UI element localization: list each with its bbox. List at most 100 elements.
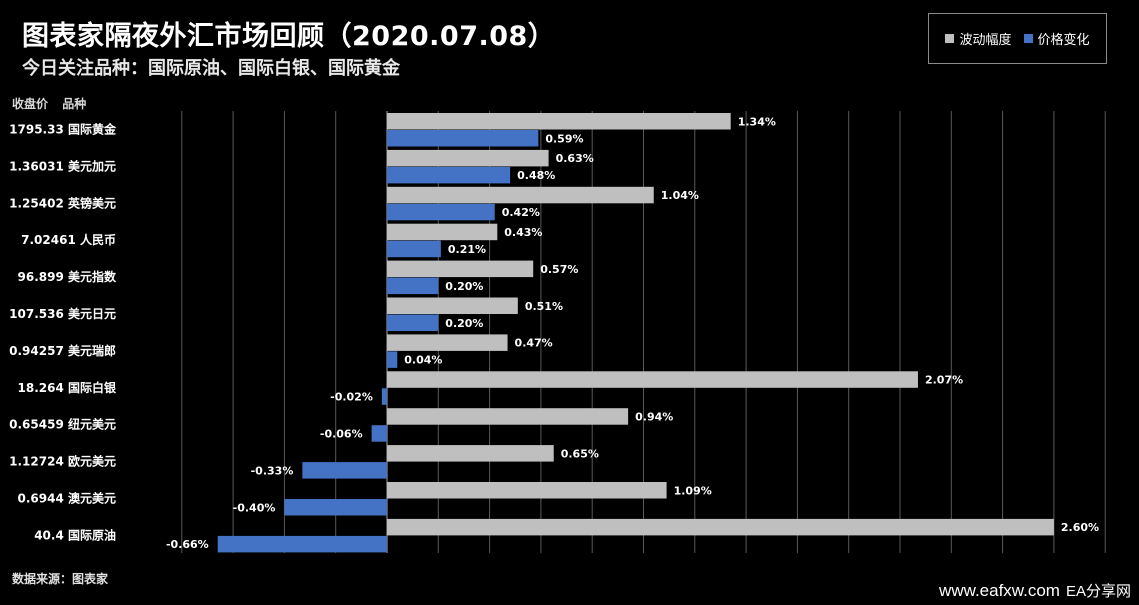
data-label-volatility: 0.94% bbox=[635, 410, 673, 423]
bar-change bbox=[387, 130, 539, 147]
bar-volatility bbox=[387, 408, 629, 425]
data-label-change: 0.42% bbox=[502, 206, 540, 219]
data-label-change: -0.33% bbox=[251, 464, 294, 477]
watermark-brand: EA分享网 bbox=[1065, 583, 1131, 600]
instrument-name: 纽元美元 bbox=[68, 417, 116, 432]
bar-change bbox=[387, 166, 511, 184]
data-label-volatility: 2.60% bbox=[1061, 521, 1099, 534]
bar-change bbox=[284, 499, 387, 516]
close-price: 107.536 bbox=[9, 307, 68, 321]
bar-volatility bbox=[387, 297, 518, 314]
data-label-change: 0.59% bbox=[545, 132, 583, 145]
category-label: 107.536 美元日元 bbox=[9, 306, 116, 321]
bar-volatility bbox=[387, 445, 554, 462]
data-label-volatility: 0.65% bbox=[561, 447, 599, 460]
close-price: 1.12724 bbox=[9, 455, 68, 469]
instrument-name: 澳元美元 bbox=[68, 491, 116, 506]
data-label-volatility: 1.34% bbox=[738, 115, 776, 128]
instrument-name: 美元瑞郎 bbox=[68, 343, 116, 358]
category-label: 7.02461 人民币 bbox=[21, 232, 116, 247]
bar-change bbox=[387, 203, 495, 221]
close-price: 18.264 bbox=[18, 381, 68, 395]
data-label-change: -0.40% bbox=[233, 501, 276, 514]
bar-volatility bbox=[387, 186, 654, 204]
category-label: 1795.33 国际黄金 bbox=[9, 122, 117, 137]
data-source: 数据来源：图表家 bbox=[12, 572, 109, 586]
instrument-name: 美元日元 bbox=[68, 306, 116, 321]
bar-change bbox=[387, 240, 441, 258]
data-label-volatility: 2.07% bbox=[925, 374, 963, 387]
bar-volatility bbox=[387, 260, 534, 278]
data-label-volatility: 0.47% bbox=[515, 337, 553, 350]
bar-change bbox=[387, 314, 439, 331]
close-price: 1.25402 bbox=[9, 196, 68, 210]
instrument-name: 英镑美元 bbox=[68, 195, 116, 210]
instrument-name: 欧元美元 bbox=[68, 454, 116, 469]
instrument-name: 国际白银 bbox=[68, 380, 117, 395]
data-label-change: 0.48% bbox=[517, 169, 555, 182]
legend-item-volatility: 波动幅度 bbox=[945, 29, 1012, 48]
close-price: 40.4 bbox=[34, 528, 68, 542]
page-title: 图表家隔夜外汇市场回顾（2020.07.08） bbox=[22, 21, 556, 52]
category-label: 0.6944 澳元美元 bbox=[18, 491, 117, 506]
legend: 波动幅度 价格变化 bbox=[928, 13, 1107, 64]
close-price: 1795.33 bbox=[9, 123, 68, 137]
data-label-change: -0.06% bbox=[320, 427, 363, 440]
bar-volatility bbox=[387, 223, 498, 241]
category-label: 40.4 国际原油 bbox=[34, 527, 116, 542]
instrument-name: 国际原油 bbox=[68, 527, 116, 542]
instrument-name: 人民币 bbox=[80, 232, 116, 247]
bar-volatility bbox=[387, 334, 508, 351]
bar-volatility bbox=[387, 518, 1054, 536]
category-label: 1.12724 欧元美元 bbox=[9, 454, 116, 469]
column-header-close: 收盘价 bbox=[12, 97, 49, 111]
bar-change bbox=[387, 351, 398, 368]
data-label-volatility: 0.43% bbox=[504, 226, 542, 239]
legend-item-change: 价格变化 bbox=[1023, 29, 1090, 48]
bar-change bbox=[387, 277, 439, 295]
legend-label-change: 价格变化 bbox=[1037, 33, 1090, 48]
legend-swatch-volatility bbox=[945, 34, 955, 43]
data-label-volatility: 1.09% bbox=[674, 484, 712, 497]
category-label: 0.94257 美元瑞郎 bbox=[9, 343, 116, 358]
data-label-volatility: 0.51% bbox=[525, 300, 563, 313]
data-label-volatility: 0.57% bbox=[540, 263, 578, 276]
bar-volatility bbox=[387, 149, 549, 167]
bar-change bbox=[302, 462, 387, 479]
instrument-name: 美元加元 bbox=[68, 158, 116, 173]
category-label: 0.65459 纽元美元 bbox=[9, 417, 116, 432]
category-label: 1.25402 英镑美元 bbox=[9, 195, 116, 210]
close-price: 0.6944 bbox=[18, 492, 68, 506]
data-label-change: 0.20% bbox=[445, 317, 483, 330]
instrument-name: 美元指数 bbox=[68, 269, 117, 284]
column-header: 收盘价 品种 bbox=[12, 95, 96, 112]
data-label-volatility: 1.04% bbox=[661, 189, 699, 202]
data-label-change: -0.02% bbox=[330, 391, 373, 404]
category-label: 18.264 国际白银 bbox=[18, 380, 117, 395]
data-label-volatility: 0.63% bbox=[556, 152, 594, 165]
instrument-name: 国际黄金 bbox=[68, 122, 117, 137]
data-label-change: 0.21% bbox=[448, 243, 486, 256]
close-price: 0.65459 bbox=[9, 418, 68, 432]
column-header-name: 品种 bbox=[62, 97, 87, 111]
data-label-change: 0.20% bbox=[445, 280, 483, 293]
close-price: 7.02461 bbox=[21, 233, 80, 247]
bar-volatility bbox=[387, 113, 731, 130]
data-label-change: -0.66% bbox=[166, 538, 209, 551]
bar-volatility bbox=[387, 371, 918, 388]
category-label: 1.36031 美元加元 bbox=[9, 158, 116, 173]
watermark: www.eafxw.com EA分享网 bbox=[939, 580, 1131, 601]
close-price: 96.899 bbox=[18, 270, 68, 284]
page-subtitle: 今日关注品种：国际原油、国际白银、国际黄金 bbox=[22, 58, 400, 79]
bar-change bbox=[381, 388, 387, 405]
close-price: 0.94257 bbox=[9, 344, 68, 358]
legend-label-volatility: 波动幅度 bbox=[959, 33, 1012, 48]
category-label: 96.899 美元指数 bbox=[18, 269, 117, 284]
data-label-change: 0.04% bbox=[404, 354, 442, 367]
bar-change bbox=[371, 425, 387, 442]
bar-change bbox=[217, 535, 387, 553]
bar-volatility bbox=[387, 482, 667, 499]
watermark-site: www.eafxw.com bbox=[939, 581, 1060, 600]
legend-swatch-change bbox=[1023, 34, 1033, 43]
